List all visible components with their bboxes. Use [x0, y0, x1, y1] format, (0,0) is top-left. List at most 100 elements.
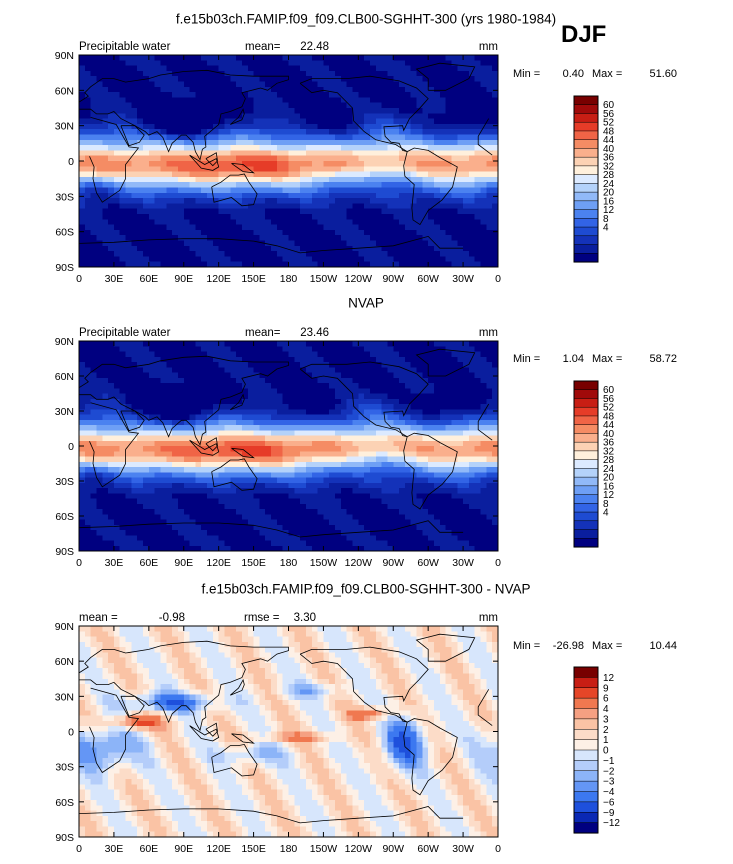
field-cell	[416, 139, 423, 146]
field-cell	[433, 187, 441, 194]
field-cell	[265, 414, 272, 421]
field-cell	[96, 372, 103, 379]
field-cell	[451, 261, 458, 268]
field-cell	[265, 208, 272, 215]
field-cell	[160, 367, 167, 373]
field-cell	[474, 161, 481, 167]
field-cell	[247, 430, 254, 436]
field-cell	[119, 86, 126, 93]
field-cell	[96, 108, 103, 114]
field-cell	[468, 393, 476, 400]
field-cell	[79, 219, 86, 225]
field-cell	[346, 113, 353, 119]
field-cell	[451, 86, 458, 93]
field-cell	[282, 414, 289, 421]
field-cell	[492, 235, 499, 241]
field-cell	[433, 129, 441, 135]
field-cell	[294, 139, 301, 146]
field-cell	[317, 430, 324, 436]
field-cell	[172, 187, 179, 194]
field-cell	[375, 214, 383, 220]
field-cell	[172, 155, 179, 162]
field-cell	[236, 81, 243, 88]
field-cell	[241, 214, 249, 220]
field-cell	[335, 467, 342, 473]
field-cell	[253, 461, 260, 468]
field-cell	[381, 145, 388, 151]
field-cell	[404, 419, 412, 426]
field-cell	[422, 430, 429, 436]
field-cell	[241, 171, 249, 178]
field-cell	[416, 55, 423, 61]
field-cell	[259, 145, 266, 151]
field-cell	[177, 92, 185, 98]
variable-label: Precipitable water	[79, 327, 171, 339]
field-cell	[393, 235, 400, 241]
field-cell	[119, 113, 126, 119]
field-cell	[230, 76, 237, 82]
field-cell	[288, 245, 295, 252]
field-cell	[451, 208, 458, 215]
field-cell	[143, 477, 150, 484]
field-cell	[463, 256, 470, 263]
field-cell	[172, 467, 179, 473]
field-cell	[183, 245, 190, 252]
field-cell	[393, 404, 400, 410]
field-cell	[131, 372, 138, 379]
field-cell	[486, 341, 493, 347]
field-cell	[480, 393, 487, 400]
field-cell	[154, 139, 161, 146]
field-cell	[346, 192, 353, 199]
field-cell	[224, 139, 231, 146]
field-cell	[404, 409, 412, 415]
field-cell	[125, 245, 132, 252]
colorbar-swatch	[573, 156, 599, 167]
field-cell	[259, 118, 266, 125]
field-cell	[468, 102, 476, 109]
field-cell	[108, 55, 115, 61]
field-cell	[463, 425, 470, 431]
field-cell	[84, 404, 92, 410]
field-cell	[364, 451, 371, 457]
field-cell	[195, 198, 202, 204]
field-cell	[323, 182, 330, 188]
field-cell	[143, 425, 150, 431]
field-cell	[492, 192, 499, 199]
field-cell	[276, 166, 284, 172]
field-cell	[428, 235, 435, 241]
field-cell	[369, 102, 377, 109]
field-cell	[288, 377, 295, 384]
field-cell	[96, 192, 103, 199]
field-cell	[247, 224, 254, 231]
field-cell	[201, 145, 208, 151]
field-cell	[439, 414, 447, 421]
field-cell	[399, 60, 406, 66]
field-cell	[201, 134, 208, 141]
field-cell	[253, 245, 260, 252]
field-cell	[399, 192, 406, 199]
field-cell	[381, 60, 388, 66]
field-cell	[457, 383, 464, 389]
field-cell	[102, 224, 109, 231]
field-cell	[236, 60, 243, 66]
field-cell	[131, 251, 138, 257]
panels: f.e15b03ch.FAMIP.f09_f09.CLB00-SGHHT-300…	[55, 12, 677, 855]
field-cell	[154, 92, 161, 98]
field-cell	[241, 129, 249, 135]
field-cell	[276, 430, 284, 436]
field-cell	[422, 139, 429, 146]
field-cell	[108, 477, 115, 484]
field-cell	[294, 113, 301, 119]
field-cell	[404, 398, 412, 405]
field-cell	[276, 155, 284, 162]
field-cell	[439, 372, 447, 379]
field-cell	[474, 203, 481, 210]
field-cell	[172, 134, 179, 141]
field-cell	[172, 377, 179, 384]
field-cell	[323, 351, 330, 358]
field-cell	[311, 182, 318, 188]
field-cell	[207, 108, 214, 114]
field-cell	[288, 192, 295, 199]
field-cell	[207, 208, 214, 215]
field-cell	[160, 134, 167, 141]
